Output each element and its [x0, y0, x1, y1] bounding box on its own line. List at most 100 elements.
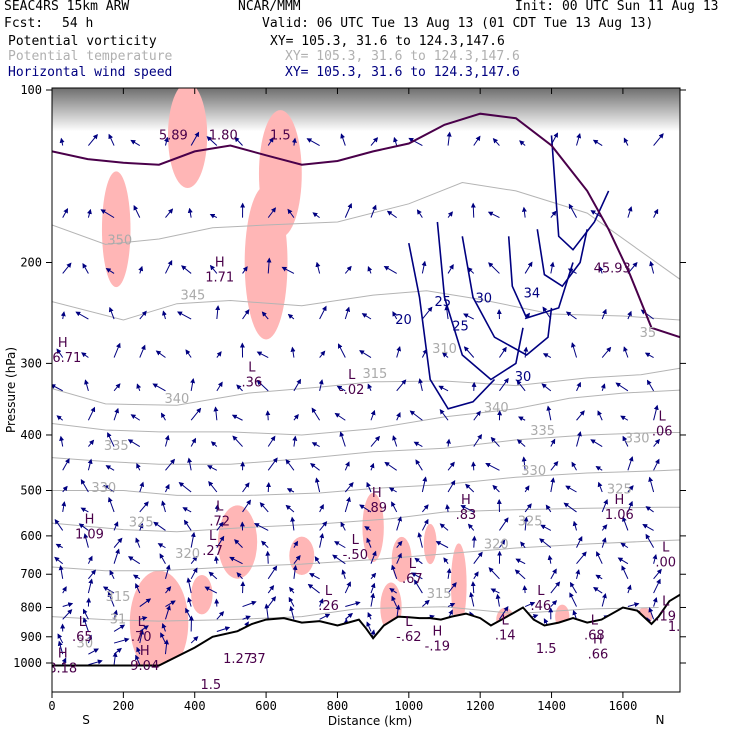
wind-vector: [370, 550, 377, 564]
wind-vector: [214, 555, 219, 564]
wind-vector: [267, 207, 277, 218]
wind-vector: [88, 569, 97, 580]
pv-positive-region: [391, 536, 412, 583]
wind-vector: [113, 383, 121, 392]
wind-vector: [487, 211, 500, 219]
pv-extremum-value: .72: [209, 515, 230, 530]
wind-vector: [463, 313, 474, 320]
wind-vector: [646, 379, 655, 392]
pv-extremum-type: H: [593, 633, 603, 648]
wind-vector: [81, 352, 89, 358]
wind-vector: [139, 629, 145, 644]
pv-contour-label: .37: [245, 652, 266, 667]
wind-vector: [190, 131, 200, 146]
wind-vector: [62, 458, 70, 471]
wind-vector: [439, 523, 449, 531]
wind-vector: [370, 582, 376, 594]
wind-vector: [524, 601, 536, 607]
wind-vector: [155, 350, 166, 358]
pv-positive-region: [289, 536, 315, 575]
wind-vector: [414, 557, 423, 565]
wind-vector: [289, 586, 295, 594]
wind-vector: [597, 410, 603, 421]
pv-extremum-value: .36: [241, 375, 262, 390]
wind-vector: [576, 133, 582, 146]
wind-vector: [319, 532, 325, 548]
wind-vector: [524, 261, 533, 274]
wind-vector: [113, 637, 130, 644]
wind-vector: [100, 209, 115, 219]
wind-vector: [306, 138, 320, 146]
wind-vector: [164, 564, 171, 579]
wind-vector: [307, 583, 320, 594]
theta-contour-325: [52, 469, 680, 496]
theta-label: 335: [104, 439, 129, 454]
wind-vector: [135, 654, 141, 665]
wind-vector: [136, 646, 141, 655]
wind-vector: [213, 406, 219, 421]
wind-vector: [216, 611, 225, 620]
theta-label: 340: [484, 401, 509, 416]
pv-extremum-type: L: [79, 615, 87, 630]
wind-vector: [344, 496, 351, 513]
wind-vector: [159, 553, 166, 564]
wind-vector: [164, 483, 170, 493]
wind-vector: [523, 346, 529, 358]
pv-extremum-value: 16.71: [44, 351, 81, 366]
model-title: SEAC4RS 15km ARW: [4, 0, 130, 14]
wind-vector: [164, 604, 171, 620]
wind-vector: [549, 261, 555, 274]
wind-vector: [648, 476, 655, 493]
x-tick-label: 800: [327, 699, 349, 713]
wind-vector: [545, 504, 552, 513]
wind-vector: [231, 414, 243, 421]
wind-vector: [519, 140, 526, 146]
wind-vector: [82, 263, 89, 274]
wind-vector: [370, 435, 381, 447]
wind-vector: [187, 457, 193, 471]
wind-vector: [236, 384, 243, 392]
wind-vector: [653, 568, 662, 580]
legend-wind-xy: XY= 105.3, 31.6 to 124.3,147.6: [285, 65, 520, 80]
terrain-profile: [52, 593, 680, 667]
wind-vector: [361, 313, 372, 320]
wind-vector: [344, 202, 353, 218]
wind-vector: [267, 584, 275, 594]
wind-vector: [541, 383, 552, 392]
wind-vector: [208, 481, 218, 493]
pv-extremum-type: L: [662, 595, 670, 610]
wind-vector: [417, 532, 423, 548]
wind-vector: [164, 136, 169, 146]
wind-vector: [107, 432, 115, 447]
wind-vector: [601, 524, 608, 531]
wind-vector: [542, 353, 552, 358]
wind-vector: [314, 556, 321, 564]
wind-vector: [78, 523, 89, 531]
wind-vector: [653, 438, 660, 447]
wind-vector: [550, 477, 556, 493]
wind-vector: [388, 487, 397, 493]
wind-vector: [463, 346, 475, 358]
wind-vector: [59, 137, 65, 146]
wind-vector: [595, 574, 603, 580]
valid-time: Valid: 06 UTC Tue 13 Aug 13 (01 CDT Tue …: [262, 16, 654, 31]
wind-vector: [539, 538, 552, 549]
wind-vector: [571, 461, 577, 471]
wind-vector: [421, 504, 429, 513]
wind-vector: [136, 463, 141, 471]
pv-contour-label: 1.27: [223, 652, 252, 667]
wind-vector: [495, 593, 501, 607]
wind-vector: [242, 499, 251, 513]
wind-vector: [473, 434, 483, 447]
wind-vector: [105, 267, 115, 274]
wind-vector: [186, 577, 192, 594]
theta-label: 325: [129, 516, 154, 531]
pv-extremum-value: .26: [318, 599, 339, 614]
wind-vector: [318, 598, 324, 607]
wind-vector: [128, 556, 141, 565]
wind-vector: [435, 541, 449, 549]
wind-vector: [568, 203, 577, 218]
wind-vector: [576, 535, 583, 548]
wind-vector: [521, 456, 527, 471]
